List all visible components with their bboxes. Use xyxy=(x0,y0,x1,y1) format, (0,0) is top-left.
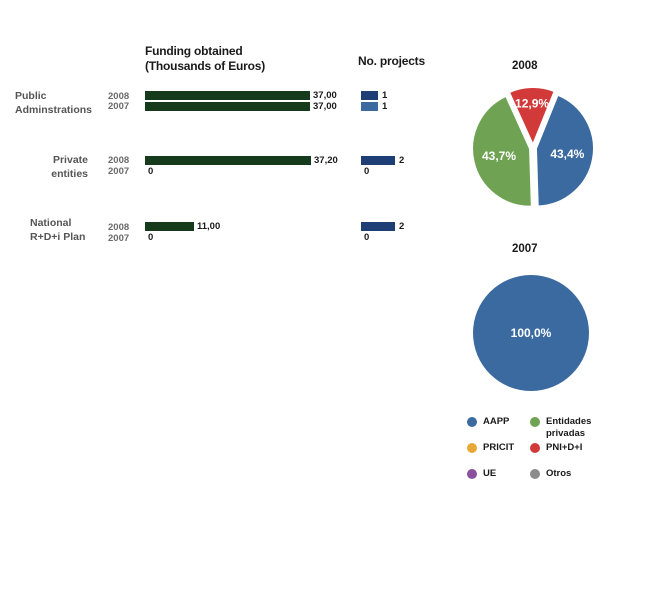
pie-slice xyxy=(473,275,589,391)
funding-header-line2: (Thousands of Euros) xyxy=(145,59,265,73)
legend-swatch xyxy=(530,417,540,427)
pie-slice xyxy=(471,94,533,208)
year-label-2007: 2007 xyxy=(108,233,130,244)
legend-item: Entidades privadas xyxy=(530,416,616,440)
category-line: Private xyxy=(52,154,88,166)
projects-bar-2007 xyxy=(361,102,378,111)
projects-value-label: 0 xyxy=(364,232,370,243)
pie-data-label: 43,4% xyxy=(550,147,584,161)
category-label-public: Public Adminstrations xyxy=(15,89,92,117)
pie-data-label: 12,9% xyxy=(515,96,549,110)
year-label-2008: 2008 xyxy=(108,222,130,233)
legend-swatch xyxy=(530,443,540,453)
category-line: R+D+i Plan xyxy=(30,231,86,243)
legend-label: UE xyxy=(483,468,497,479)
year-label-2007: 2007 xyxy=(108,166,130,177)
funding-value-label: 37,20 xyxy=(314,155,338,166)
funding-bar-2008 xyxy=(145,222,194,231)
category-line: entities xyxy=(51,168,88,180)
year-label-2008: 2008 xyxy=(108,155,130,166)
year-label-2008: 2008 xyxy=(108,91,130,102)
projects-header: No. projects xyxy=(358,54,425,68)
projects-bar-2008 xyxy=(361,156,395,165)
legend-item: Otros xyxy=(530,468,616,480)
projects-bar-2008 xyxy=(361,91,378,100)
pie-slice xyxy=(534,93,595,208)
pie-slice xyxy=(507,86,556,148)
pie-data-label: 100,0% xyxy=(511,326,552,340)
legend-swatch xyxy=(467,443,477,453)
projects-bar-2008 xyxy=(361,222,395,231)
year-label-2007: 2007 xyxy=(108,101,130,112)
legend-label: PRICIT xyxy=(483,442,515,453)
pie-2007-title: 2007 xyxy=(512,243,538,255)
funding-value-label: 0 xyxy=(148,166,154,177)
category-label-national: National R+D+i Plan xyxy=(30,216,88,244)
funding-bar-2007 xyxy=(145,102,310,111)
legend-item: UE xyxy=(467,468,553,480)
legend-item: AAPP xyxy=(467,416,553,428)
funding-value-label: 37,00 xyxy=(313,90,337,101)
legend-label: PNI+D+I xyxy=(546,442,583,453)
projects-value-label: 2 xyxy=(399,155,405,166)
category-label-private: Private entities xyxy=(30,153,88,181)
category-line: National xyxy=(30,217,72,229)
legend-swatch xyxy=(467,469,477,479)
projects-value-label: 0 xyxy=(364,166,370,177)
funding-bar-2008 xyxy=(145,91,310,100)
category-line: Adminstrations xyxy=(15,104,93,116)
funding-header: Funding obtained (Thousands of Euros) xyxy=(145,44,265,74)
legend-swatch xyxy=(530,469,540,479)
legend-item: PRICIT xyxy=(467,442,553,454)
pie-chart-2008: 43,4% 43,7% 12,9% xyxy=(471,86,595,208)
legend-swatch xyxy=(467,417,477,427)
funding-header-line1: Funding obtained xyxy=(145,44,243,58)
funding-bar-2008 xyxy=(145,156,311,165)
projects-value-label: 1 xyxy=(382,101,388,112)
funding-value-label: 0 xyxy=(148,232,154,243)
category-line: Public xyxy=(15,90,47,102)
legend-item: PNI+D+I xyxy=(530,442,616,454)
legend-label: AAPP xyxy=(483,416,510,427)
funding-value-label: 11,00 xyxy=(197,221,221,232)
pie-2008-title: 2008 xyxy=(512,60,538,72)
legend-label: Otros xyxy=(546,468,572,479)
pie-chart-2007: 100,0% xyxy=(473,275,589,391)
projects-value-label: 2 xyxy=(399,221,405,232)
funding-value-label: 37,00 xyxy=(313,101,337,112)
legend-label: Entidades privadas xyxy=(546,416,592,439)
projects-value-label: 1 xyxy=(382,90,388,101)
pie-data-label: 43,7% xyxy=(482,149,516,163)
